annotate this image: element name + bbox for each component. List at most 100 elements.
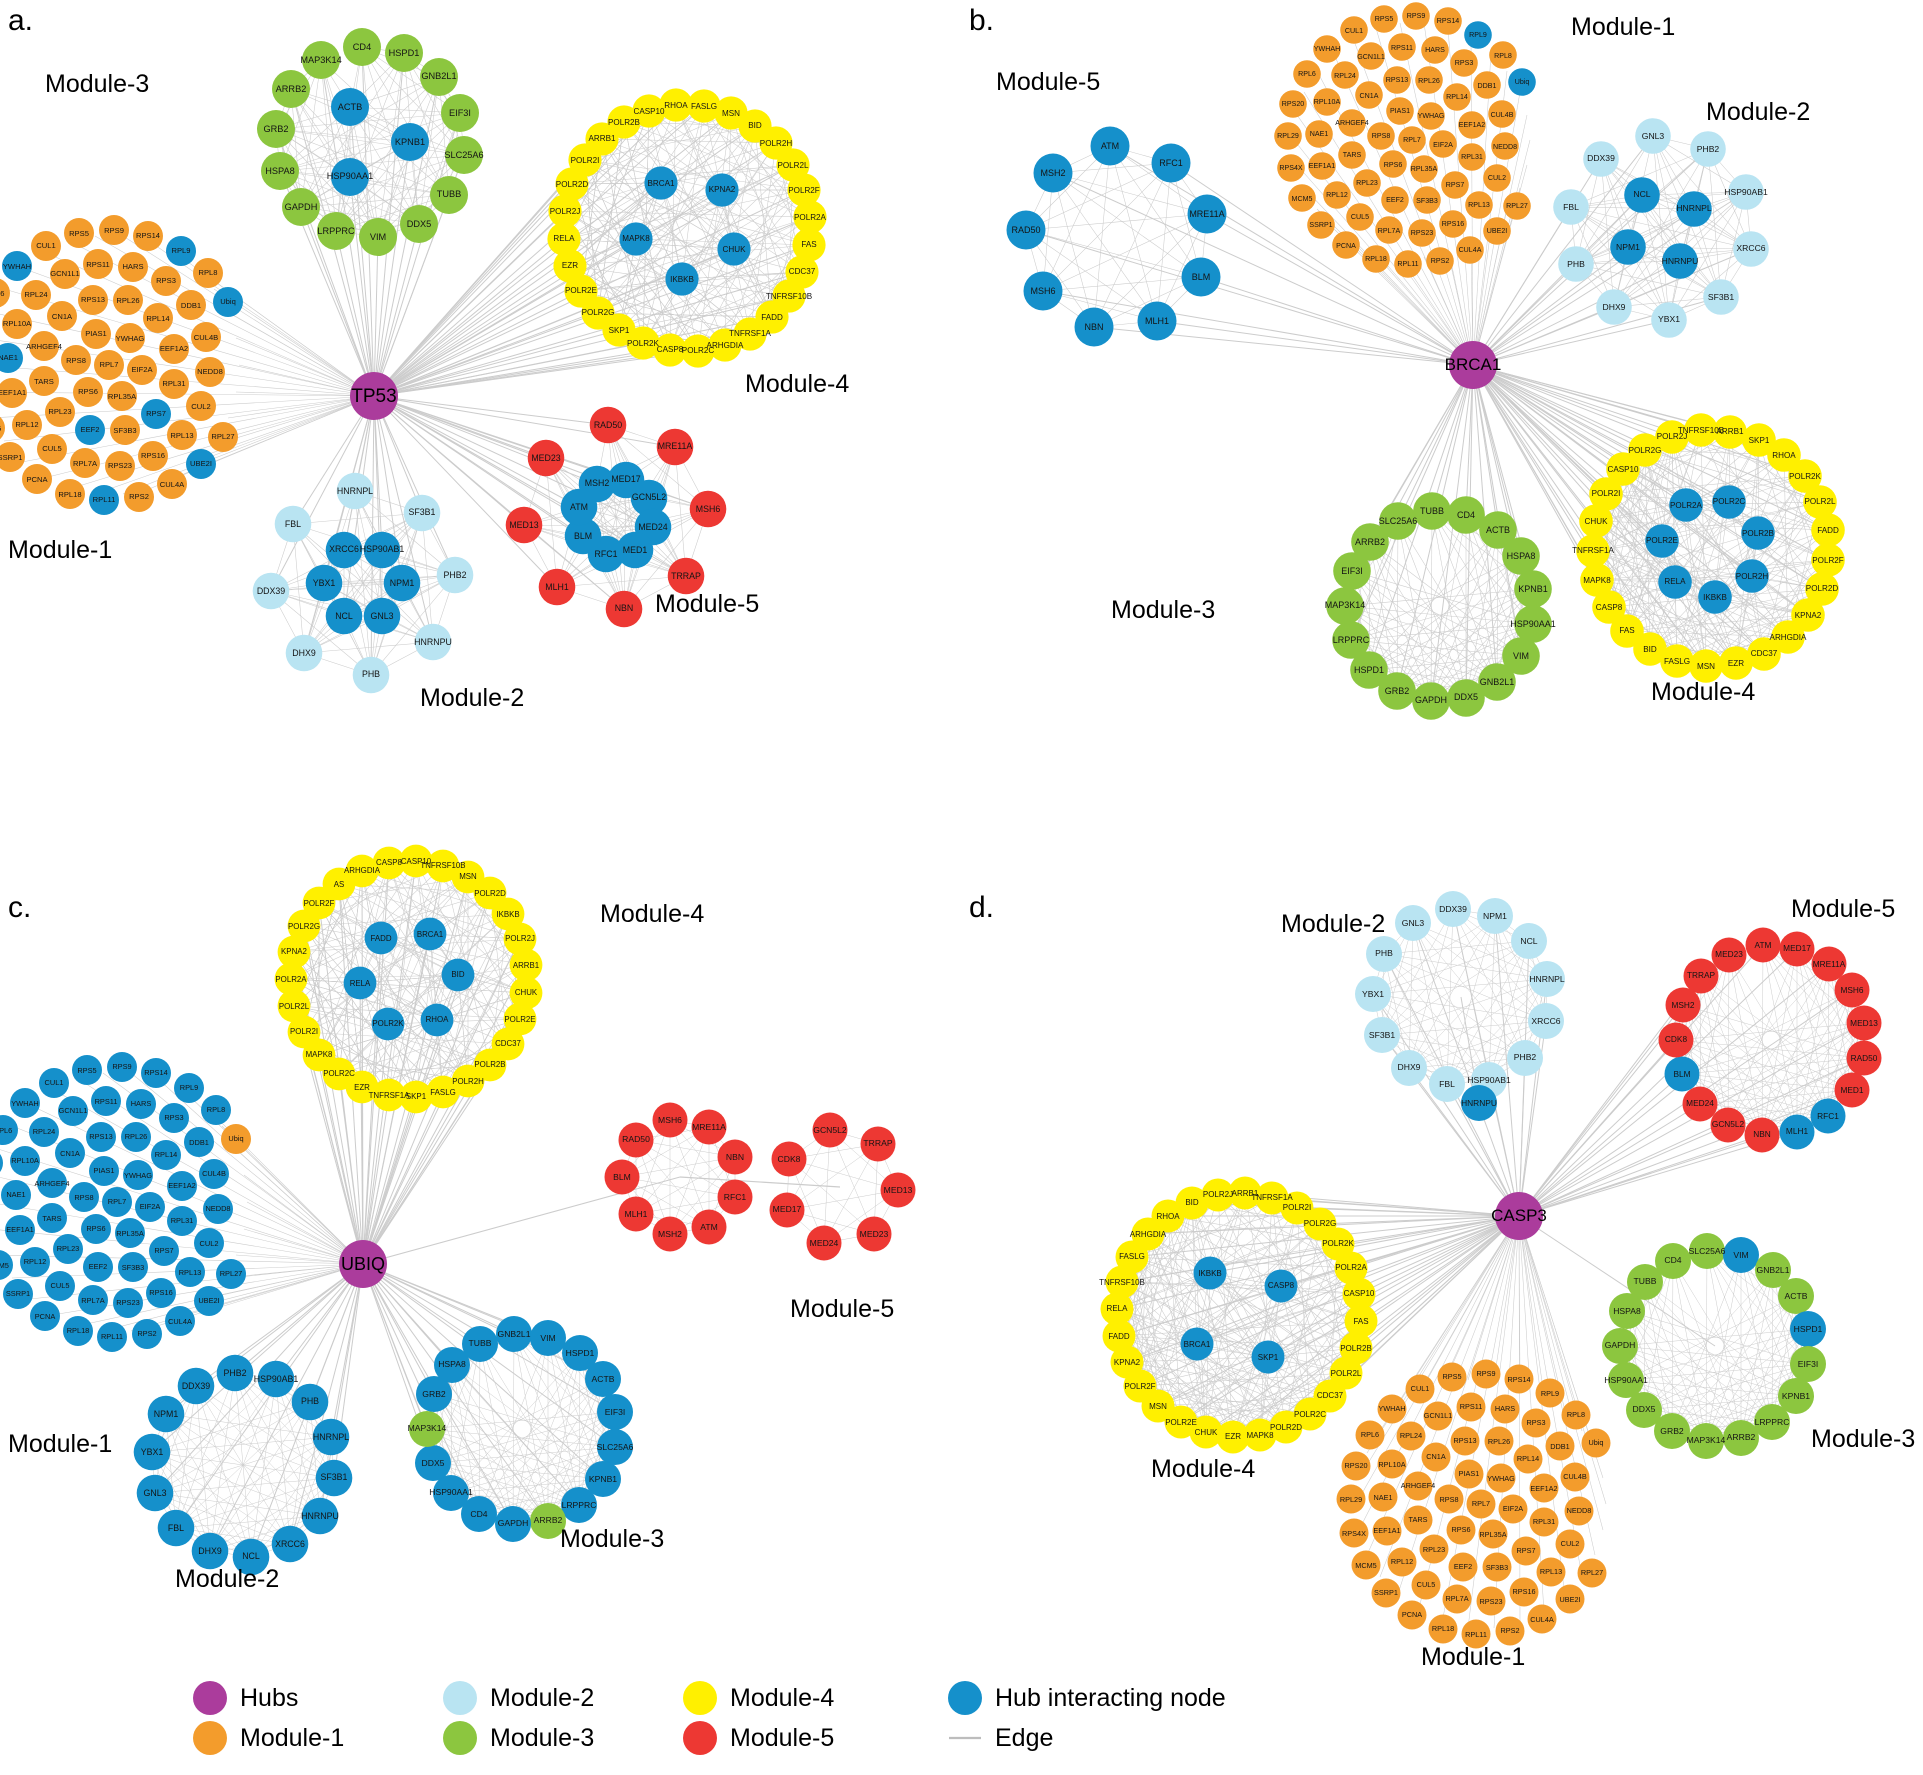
svg-text:NCL: NCL	[1520, 936, 1537, 946]
svg-text:RFC1: RFC1	[595, 549, 618, 559]
svg-text:RPL9: RPL9	[180, 1083, 199, 1092]
svg-text:RPS16: RPS16	[141, 451, 165, 460]
svg-text:TUBB: TUBB	[1634, 1276, 1657, 1286]
svg-text:XRCC6: XRCC6	[275, 1539, 305, 1549]
svg-text:RPS7: RPS7	[1516, 1546, 1535, 1555]
svg-text:EEF1A1: EEF1A1	[0, 388, 26, 397]
svg-text:DDB1: DDB1	[181, 301, 201, 310]
svg-text:YBX1: YBX1	[313, 578, 336, 588]
svg-text:CUL5: CUL5	[42, 444, 61, 453]
svg-text:TUBB: TUBB	[1420, 506, 1444, 516]
svg-text:KPNB1: KPNB1	[1782, 1391, 1810, 1401]
svg-text:POLR2F: POLR2F	[1812, 556, 1844, 565]
svg-text:EEF1A2: EEF1A2	[1459, 121, 1485, 129]
svg-text:CASP3: CASP3	[1491, 1206, 1547, 1225]
svg-text:HSP90AB1: HSP90AB1	[254, 1374, 299, 1384]
svg-text:GRB2: GRB2	[422, 1389, 446, 1399]
svg-text:PHB2: PHB2	[1514, 1052, 1537, 1062]
svg-text:RPS13: RPS13	[1386, 76, 1409, 84]
svg-text:SKP1: SKP1	[1749, 436, 1770, 445]
svg-text:PIAS1: PIAS1	[94, 1166, 115, 1175]
svg-text:RPS2: RPS2	[1431, 257, 1450, 265]
svg-text:DHX9: DHX9	[292, 648, 316, 658]
svg-text:RPL23: RPL23	[57, 1244, 80, 1253]
svg-text:HSPA8: HSPA8	[265, 166, 294, 176]
svg-text:POLR2E: POLR2E	[565, 286, 598, 295]
svg-text:RPS7: RPS7	[154, 1246, 173, 1255]
svg-text:RPS8: RPS8	[66, 356, 86, 365]
svg-text:RPS9: RPS9	[104, 226, 124, 235]
svg-text:HSPD1: HSPD1	[1354, 665, 1384, 675]
svg-text:CUL4A: CUL4A	[1530, 1615, 1554, 1624]
svg-text:MSH6: MSH6	[1840, 985, 1863, 995]
svg-text:POLR2J: POLR2J	[1203, 1190, 1233, 1199]
svg-text:RPS2: RPS2	[129, 492, 149, 501]
svg-text:PIAS1: PIAS1	[1390, 107, 1410, 115]
svg-text:NPM1: NPM1	[154, 1409, 179, 1419]
svg-text:Module-5: Module-5	[1791, 895, 1895, 923]
svg-text:ACTB: ACTB	[1486, 525, 1510, 535]
svg-text:CDK8: CDK8	[1665, 1034, 1688, 1044]
svg-text:RPL35A: RPL35A	[108, 392, 137, 401]
svg-text:RPS20: RPS20	[1344, 1461, 1367, 1470]
svg-text:RAD50: RAD50	[1011, 225, 1040, 235]
svg-text:UBE2I: UBE2I	[1559, 1595, 1580, 1604]
svg-text:MSH6: MSH6	[658, 1115, 682, 1125]
svg-text:EIF3I: EIF3I	[1341, 566, 1363, 576]
svg-text:SLC25A6: SLC25A6	[597, 1442, 634, 1452]
svg-text:FBL: FBL	[1563, 202, 1579, 212]
svg-text:GCN1L1: GCN1L1	[59, 1106, 88, 1115]
svg-text:NEDD8: NEDD8	[205, 1204, 230, 1213]
svg-text:HSPA8: HSPA8	[438, 1359, 466, 1369]
svg-text:HNRNPU: HNRNPU	[414, 637, 452, 647]
svg-text:HNRNPU: HNRNPU	[1461, 1098, 1497, 1108]
svg-text:MCM5: MCM5	[1355, 1561, 1377, 1570]
svg-text:BRCA1: BRCA1	[1184, 1340, 1211, 1349]
svg-text:RPS23: RPS23	[1479, 1597, 1502, 1606]
svg-text:MCM5: MCM5	[1292, 195, 1313, 203]
svg-text:GNB2L1: GNB2L1	[1480, 677, 1515, 687]
svg-text:MAP3K14: MAP3K14	[1325, 600, 1366, 610]
svg-text:EZR: EZR	[1225, 1432, 1241, 1441]
svg-text:MAP3K14: MAP3K14	[1687, 1435, 1726, 1445]
svg-text:PHB: PHB	[1567, 259, 1585, 269]
svg-text:RPL13: RPL13	[1468, 201, 1490, 209]
svg-text:POLR2B: POLR2B	[474, 1060, 505, 1069]
svg-text:NPM1: NPM1	[1616, 242, 1640, 252]
svg-text:RPS6: RPS6	[1451, 1525, 1470, 1534]
svg-text:RPL27: RPL27	[220, 1269, 243, 1278]
svg-text:HSP90AA1: HSP90AA1	[1604, 1375, 1648, 1385]
svg-text:KPNB1: KPNB1	[395, 137, 425, 147]
svg-text:GNL3: GNL3	[1402, 918, 1425, 928]
svg-text:NAE1: NAE1	[1310, 130, 1329, 138]
svg-text:RELA: RELA	[1664, 577, 1686, 586]
svg-text:RPL10A: RPL10A	[1314, 98, 1341, 106]
svg-text:HSPA8: HSPA8	[1507, 551, 1536, 561]
svg-text:DDX5: DDX5	[1633, 1404, 1656, 1414]
svg-text:RFC1: RFC1	[724, 1192, 747, 1202]
svg-text:POLR2E: POLR2E	[1165, 1418, 1197, 1427]
svg-text:RPL35A: RPL35A	[1479, 1530, 1506, 1539]
svg-text:PIAS1: PIAS1	[85, 329, 107, 338]
svg-text:RPL10A: RPL10A	[3, 319, 32, 328]
svg-text:MCM5: MCM5	[0, 424, 1, 433]
svg-text:RPS23: RPS23	[116, 1298, 139, 1307]
svg-text:MAP3K14: MAP3K14	[300, 55, 341, 65]
svg-text:UBIQ: UBIQ	[341, 1254, 385, 1274]
svg-text:POLR2K: POLR2K	[1322, 1239, 1354, 1248]
svg-text:ARHGDIA: ARHGDIA	[1130, 1230, 1167, 1239]
svg-text:CUL4B: CUL4B	[194, 333, 218, 342]
svg-text:EEF2: EEF2	[81, 425, 100, 434]
svg-text:MED24: MED24	[1686, 1098, 1714, 1108]
svg-text:TNFRSF1A: TNFRSF1A	[1572, 546, 1614, 555]
svg-text:RPL7A: RPL7A	[73, 459, 98, 468]
svg-text:ATM: ATM	[1101, 141, 1119, 151]
svg-text:MCM5: MCM5	[0, 1261, 9, 1270]
svg-text:LRPPRC: LRPPRC	[1333, 635, 1370, 645]
svg-text:POLR2A: POLR2A	[1335, 1263, 1367, 1272]
svg-text:HSP90AB1: HSP90AB1	[1467, 1075, 1511, 1085]
svg-text:RPS14: RPS14	[1437, 17, 1460, 25]
svg-text:HSP90AA1: HSP90AA1	[327, 171, 373, 181]
svg-text:RPL14: RPL14	[146, 314, 169, 323]
svg-text:RPS11: RPS11	[86, 260, 110, 269]
